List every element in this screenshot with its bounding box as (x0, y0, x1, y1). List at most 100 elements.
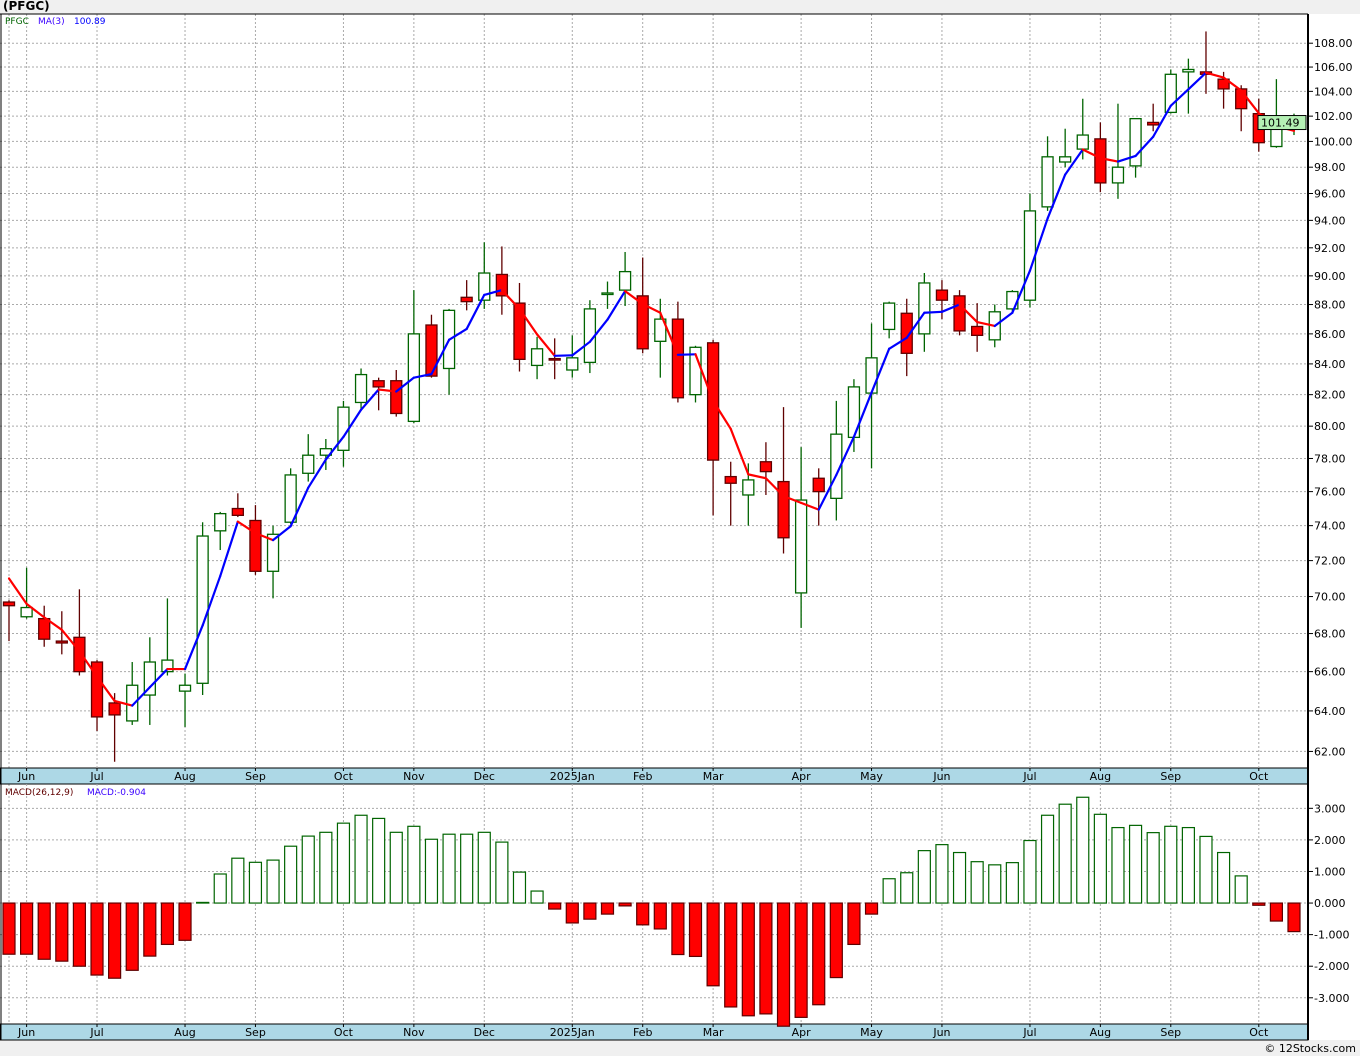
candle (1111, 103, 1125, 199)
macd-bar (248, 861, 263, 904)
chart-title: (PFGC) (3, 0, 50, 13)
ma3-line-segment (676, 353, 697, 356)
macd-bar (460, 833, 474, 904)
candle (1182, 58, 1195, 114)
macd-bar (1128, 824, 1143, 904)
macd-bar (372, 817, 386, 904)
candle (390, 369, 403, 417)
candle (2, 600, 16, 642)
ma3-line-segment (254, 532, 275, 542)
candle (1129, 117, 1142, 178)
ma3-line-segment (1187, 71, 1208, 91)
macd-bar (143, 902, 157, 957)
macd-bar (2, 902, 16, 955)
candle (513, 282, 526, 372)
candle-body (566, 357, 579, 371)
price-tick-label: 98.00 (1314, 161, 1346, 174)
ma3-line-segment (623, 289, 644, 306)
ma3-line-segment (1222, 76, 1243, 92)
ma3-line-segment (430, 338, 451, 376)
month-label: Jul (89, 1026, 103, 1039)
macd-bar (72, 902, 87, 967)
price-legend-symbol: PFGC (5, 17, 29, 27)
macd-bar (20, 902, 34, 955)
ma3-line-segment (764, 477, 785, 498)
candle-body (1182, 68, 1195, 73)
candle (971, 303, 984, 352)
month-label: Mar (703, 1026, 724, 1039)
candle (161, 598, 174, 676)
macd-bar (160, 902, 175, 946)
month-label: Apr (792, 1026, 812, 1039)
ma3-line-segment (571, 340, 591, 357)
ma3-line-segment (43, 616, 63, 631)
month-label: Jun (17, 1026, 35, 1039)
macd-bar (1199, 835, 1213, 904)
ma3-line-segment (518, 307, 539, 336)
ma3-line-segment (359, 388, 380, 411)
month-label: Nov (403, 770, 425, 783)
candle (302, 434, 315, 482)
candle-body (266, 533, 280, 572)
price-tick-label: 68.00 (1314, 628, 1346, 641)
macd-legend-value: MACD:-0.904 (87, 788, 146, 798)
ma3-line-segment (25, 602, 46, 619)
candle-body (1129, 117, 1142, 167)
candle (724, 461, 737, 526)
macd-tick-label: -1.000 (1314, 929, 1349, 942)
macd-bar (424, 838, 439, 904)
candle (495, 246, 509, 315)
price-tick-label: 96.00 (1314, 188, 1346, 201)
ma3-line-segment (1240, 89, 1260, 115)
candle-body (882, 302, 896, 331)
ma3-line-segment (307, 458, 327, 489)
candle-body (108, 702, 121, 716)
candle (566, 335, 579, 378)
macd-bar (900, 872, 914, 904)
candle-body (55, 640, 68, 644)
month-label: Feb (633, 1026, 652, 1039)
month-label: 2025Jan (550, 1026, 595, 1039)
ma3-line-segment (817, 473, 838, 511)
price-tick-label: 86.00 (1314, 328, 1346, 341)
macd-bar (55, 902, 69, 962)
candle (196, 522, 209, 696)
candle-body (953, 295, 966, 332)
ma3-line-segment (835, 435, 856, 477)
month-label: Aug (174, 1026, 195, 1039)
last-price-box (1257, 115, 1307, 131)
price-tick-label: 72.00 (1314, 555, 1346, 568)
candle-body (1111, 166, 1125, 184)
candle (636, 257, 649, 354)
month-label: Sep (1160, 1026, 1181, 1039)
candle-body (90, 661, 104, 718)
macd-bar (864, 902, 879, 915)
candle (354, 368, 368, 409)
macd-bar (935, 844, 949, 904)
price-tick-label: 88.00 (1314, 299, 1346, 312)
ma3-line-segment (183, 624, 204, 671)
ma3-line-segment (342, 408, 363, 438)
candle (548, 338, 561, 380)
candle (530, 336, 544, 380)
candle-body (900, 312, 913, 354)
candle (90, 660, 104, 732)
candle (882, 301, 896, 339)
macd-bar (1111, 826, 1125, 904)
ma3-line-segment (535, 333, 556, 357)
price-tick-label: 104.00 (1314, 85, 1353, 98)
candle-body (1059, 156, 1072, 163)
candle (1023, 193, 1037, 308)
candle-body (513, 302, 526, 361)
ma3-line-segment (958, 303, 979, 324)
macd-bar (319, 831, 333, 904)
macd-bar (1216, 851, 1231, 904)
price-tick-label: 76.00 (1314, 486, 1346, 499)
time-axis-strip (0, 767, 1309, 785)
ma3-line-segment (729, 427, 750, 476)
candle (143, 637, 156, 725)
candle-body (830, 433, 843, 500)
candle-body (38, 617, 51, 640)
macd-tick-label: -2.000 (1314, 960, 1349, 973)
